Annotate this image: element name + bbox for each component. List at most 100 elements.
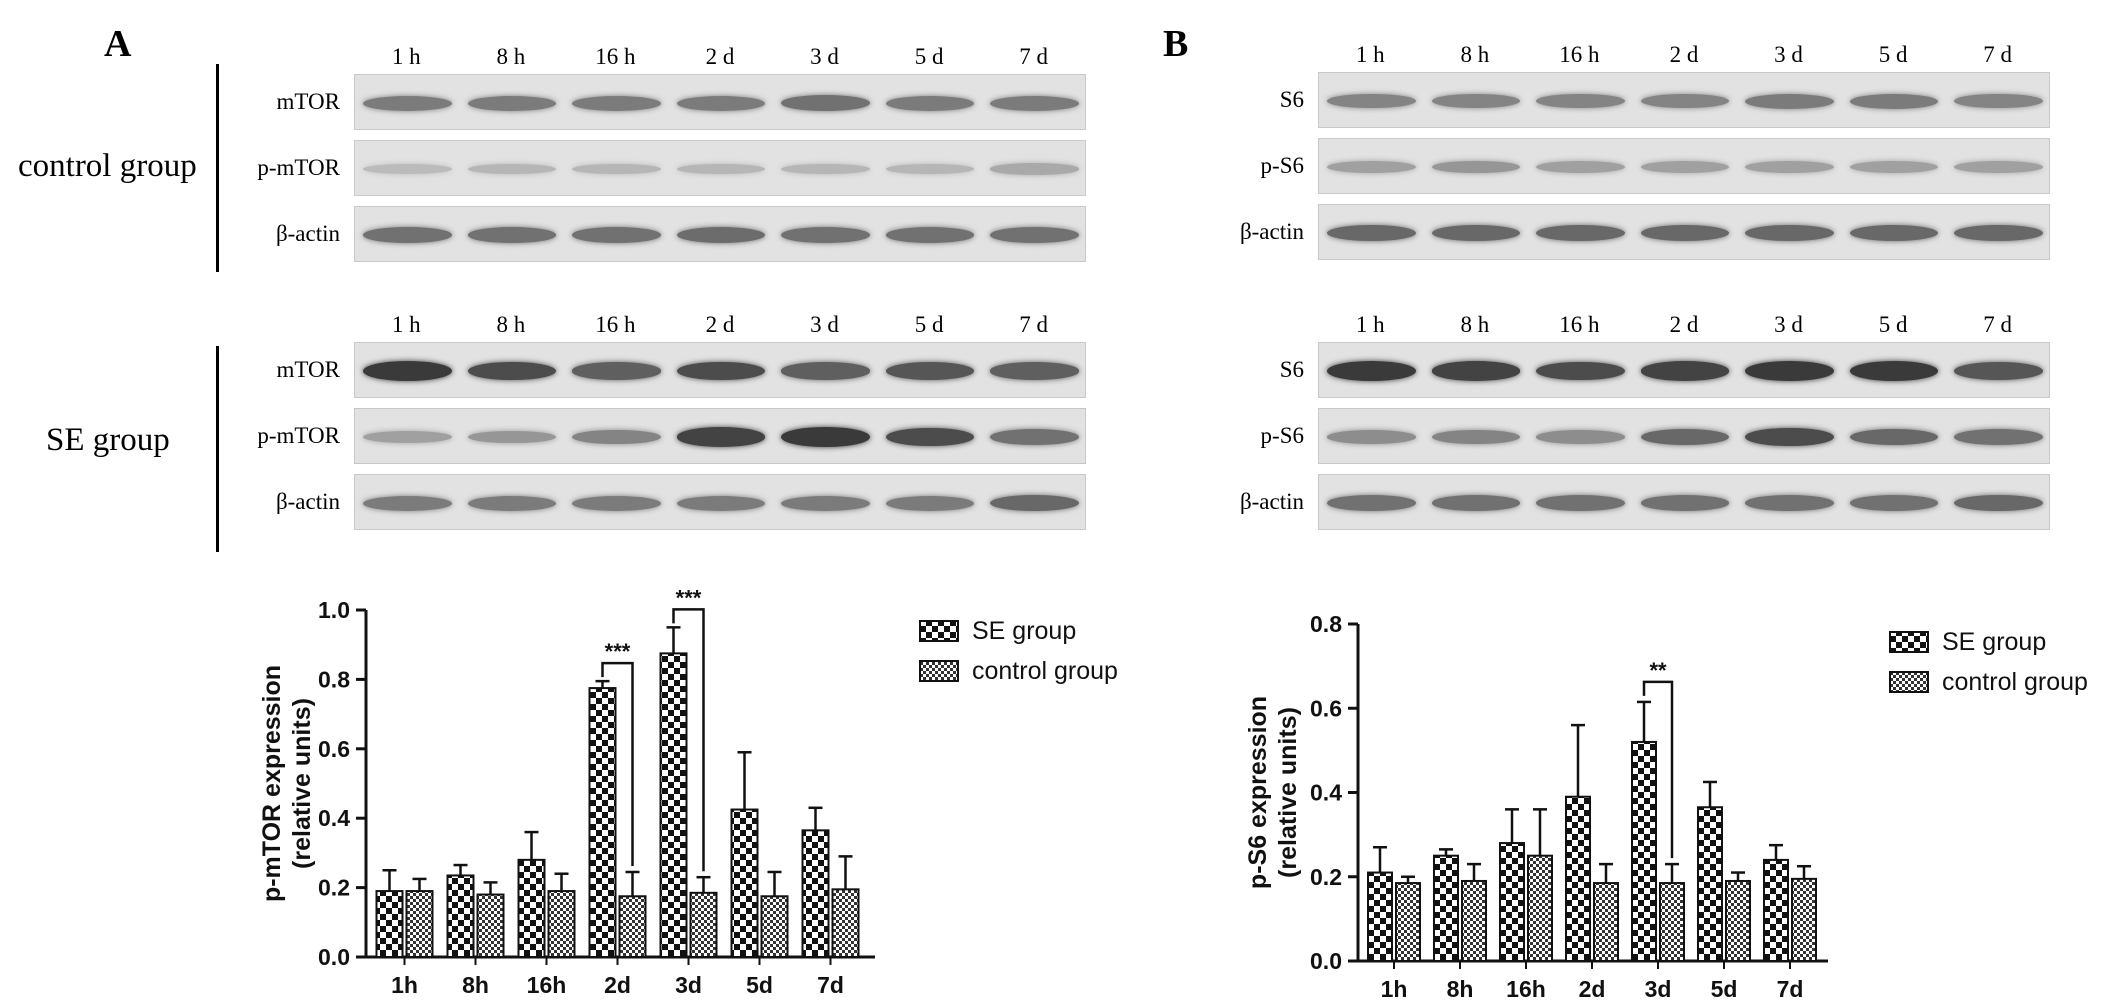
y-tick-label: 0.4 bbox=[1310, 780, 1342, 806]
x-tick-label: 8h bbox=[462, 972, 489, 998]
blot-band bbox=[1327, 160, 1416, 174]
time-label: 5 d bbox=[1878, 312, 1908, 337]
bar bbox=[1461, 879, 1487, 962]
blot-band bbox=[1849, 160, 1939, 174]
blot-band bbox=[676, 226, 766, 244]
time-label: 7 d bbox=[1983, 42, 2013, 67]
time-label: 1 h bbox=[1355, 42, 1385, 67]
blot-band bbox=[781, 495, 870, 511]
significance-bracket bbox=[601, 661, 634, 866]
bar bbox=[547, 890, 576, 959]
time-label: 8 h bbox=[496, 312, 526, 337]
blot-strip bbox=[1318, 204, 2050, 260]
blot-band bbox=[1745, 427, 1834, 447]
blot-band bbox=[781, 95, 870, 111]
x-tick-label: 5d bbox=[746, 972, 773, 998]
protein-label: β-actin bbox=[275, 221, 340, 246]
blot-band bbox=[1431, 495, 1521, 511]
blot-band bbox=[572, 429, 661, 445]
blot-band bbox=[467, 227, 557, 243]
blot-band bbox=[1536, 430, 1625, 444]
bar bbox=[1725, 879, 1751, 962]
blot-strip bbox=[1318, 138, 2050, 194]
time-labels: 1 h 8 h 16 h 2 d 3 d 5 d 7 d bbox=[1318, 312, 2050, 338]
bar bbox=[1499, 842, 1525, 962]
time-label: 5 d bbox=[914, 44, 944, 69]
blot-band bbox=[363, 95, 452, 111]
blot-row: S6 bbox=[1280, 342, 2050, 398]
blot-band bbox=[885, 495, 975, 511]
blot-row: p-S6 bbox=[1261, 138, 2050, 194]
bar bbox=[689, 891, 718, 958]
blot-band bbox=[1327, 361, 1416, 381]
x-tick-label: 3d bbox=[1645, 976, 1672, 1002]
bar bbox=[476, 893, 505, 959]
blot-band bbox=[1536, 93, 1625, 109]
significance-label: *** bbox=[676, 585, 702, 610]
bar bbox=[760, 895, 789, 958]
blot-band bbox=[781, 427, 870, 447]
blot-strip bbox=[354, 474, 1086, 530]
y-axis-label: p-mTOR expression bbox=[258, 665, 286, 902]
blot-row: β-actin bbox=[276, 474, 1086, 530]
blot-band bbox=[781, 227, 870, 243]
time-label: 3 d bbox=[1774, 42, 1803, 67]
blot-band bbox=[1745, 160, 1834, 174]
protein-label: mTOR bbox=[276, 89, 340, 114]
chart-p-mtor: 0.0 0.2 0.4 0.6 0.8 1.0 p-mTOR expression (rela… bbox=[258, 585, 1118, 998]
time-label: 8 h bbox=[496, 44, 526, 69]
time-label: 1 h bbox=[391, 44, 421, 69]
bracket-line-control bbox=[216, 64, 219, 272]
time-label: 2 d bbox=[705, 44, 735, 69]
blot-band bbox=[572, 163, 661, 175]
significance-label: ** bbox=[1649, 658, 1667, 683]
protein-label: p-S6 bbox=[1260, 423, 1304, 448]
blot-row: p-S6 bbox=[1261, 408, 2050, 464]
blot-band bbox=[676, 427, 766, 447]
time-labels: 1 h 8 h 16 h 2 d 3 d 5 d 7 d bbox=[354, 312, 1086, 338]
time-label: 5 d bbox=[914, 312, 944, 337]
blot-band bbox=[1954, 429, 2043, 445]
bar bbox=[517, 858, 546, 958]
bar bbox=[1395, 882, 1421, 963]
protein-label: mTOR bbox=[276, 357, 340, 382]
blot-band bbox=[1849, 495, 1939, 511]
y-tick-label: 0.8 bbox=[318, 666, 350, 692]
time-label: 16 h bbox=[1559, 312, 1600, 337]
blot-band bbox=[1745, 93, 1834, 109]
blot-band bbox=[467, 495, 557, 511]
blot-band bbox=[1954, 224, 2043, 242]
y-tick-label: 0.0 bbox=[1310, 948, 1342, 974]
blot-band bbox=[1849, 224, 1939, 242]
protein-label: β-actin bbox=[1239, 219, 1304, 244]
bar bbox=[405, 890, 434, 959]
time-label: 1 h bbox=[1355, 312, 1385, 337]
group-label-se: SE group bbox=[46, 422, 170, 458]
blot-band bbox=[1327, 430, 1416, 444]
time-label: 7 d bbox=[1019, 312, 1049, 337]
blot-band bbox=[1327, 93, 1416, 109]
blot-band bbox=[781, 163, 870, 175]
time-label: 7 d bbox=[1983, 312, 2013, 337]
blot-row: p-mTOR bbox=[257, 140, 1086, 196]
time-label: 2 d bbox=[705, 312, 735, 337]
blot-band bbox=[363, 430, 452, 444]
x-tick-label: 1h bbox=[391, 972, 418, 998]
blot-band bbox=[572, 495, 661, 511]
blot-row: mTOR bbox=[277, 342, 1086, 398]
blot-band bbox=[676, 361, 766, 381]
blot-row: β-actin bbox=[1240, 474, 2050, 530]
bar bbox=[375, 890, 404, 959]
blot-band bbox=[1745, 361, 1834, 381]
legend-label: control group bbox=[972, 657, 1118, 685]
blot-band bbox=[1849, 428, 1939, 446]
protein-label: β-actin bbox=[1239, 489, 1304, 514]
blot-band bbox=[363, 227, 452, 243]
blot-band bbox=[572, 362, 661, 380]
blot-strip bbox=[354, 140, 1086, 196]
blot-band bbox=[990, 163, 1079, 175]
blot-strip bbox=[1318, 474, 2050, 530]
legend-label: control group bbox=[1942, 668, 2088, 696]
y-tick-label: 0.6 bbox=[1310, 695, 1342, 721]
blot-band bbox=[1954, 160, 2043, 174]
